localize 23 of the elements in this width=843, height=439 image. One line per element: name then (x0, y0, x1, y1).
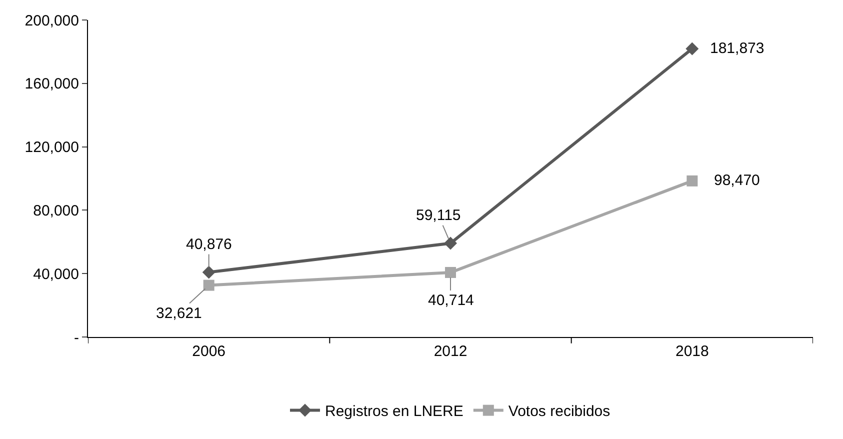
point (686, 42, 699, 56)
y-tick-label: 160,000 (24, 76, 79, 93)
data-label: 59,115 (416, 207, 461, 224)
data-label: 98,470 (714, 172, 760, 189)
data-label: 40,876 (186, 236, 232, 253)
point (202, 266, 216, 279)
x-tick-label: 2018 (675, 343, 709, 360)
y-tick-label: 120,000 (24, 139, 79, 156)
y-tick-label: 40,000 (33, 266, 79, 283)
y-tick-label: 200,000 (24, 12, 79, 30)
y-tick-label: 80,000 (33, 202, 79, 220)
point (445, 266, 456, 278)
data-label: 181,873 (710, 40, 764, 57)
data-label: 40,714 (428, 292, 474, 309)
legend-label: Registros en LNERE (325, 403, 464, 420)
point (203, 280, 214, 291)
point (444, 236, 457, 250)
data-label: 32,621 (156, 305, 202, 322)
legend-label: Votos recibidos (508, 403, 610, 420)
y-tick-label: - (74, 329, 79, 346)
x-tick-label: 2006 (192, 343, 226, 360)
point (686, 175, 698, 186)
x-tick-label: 2012 (434, 343, 468, 360)
